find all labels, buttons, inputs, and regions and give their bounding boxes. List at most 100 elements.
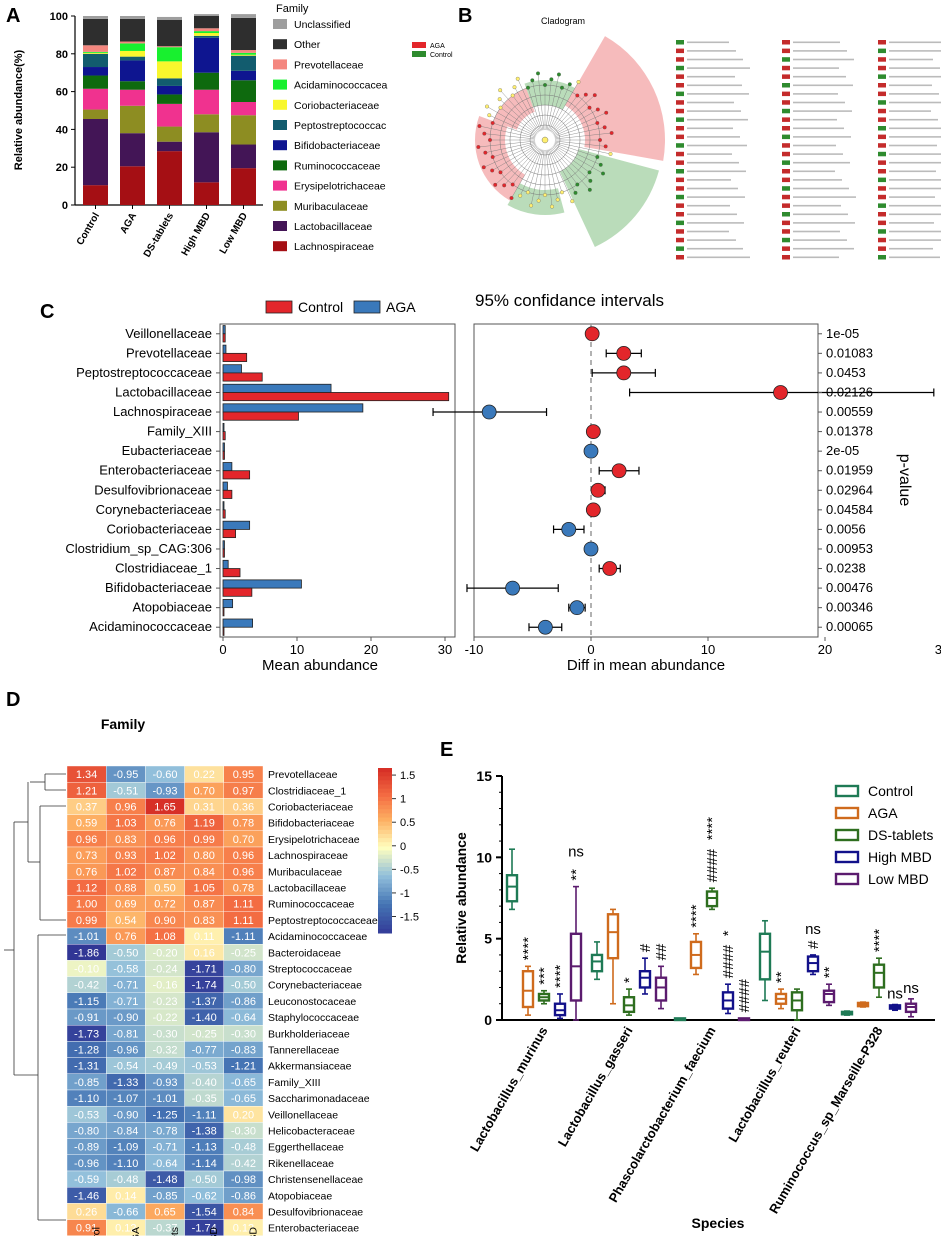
b-legend-swatch (412, 51, 426, 57)
c-right-x-tick-label: -10 (465, 642, 484, 657)
d-cell-value: -1.40 (192, 1012, 217, 1024)
e-x-axis-label: Species (692, 1215, 745, 1231)
a-bar-segment-lactobacillaceae (231, 144, 256, 169)
e-significance-label: * (720, 930, 737, 936)
d-cell-value: -1.33 (113, 1077, 138, 1089)
a-bar-segment-muribaculaceae (231, 115, 256, 145)
a-bar-segment-lachnospiraceae (231, 168, 256, 205)
b-tree-node (483, 150, 488, 155)
b-tree-node (485, 104, 489, 109)
d-cell-value: -0.50 (113, 947, 138, 959)
a-legend-swatch (273, 241, 287, 252)
b-taxon-key-line (687, 67, 750, 69)
a-bar-segment-coriobacteriaceae (120, 50, 145, 57)
d-cell-value: -0.30 (231, 1126, 256, 1138)
b-taxon-key-line (793, 93, 838, 95)
d-cell-value: -1.13 (192, 1142, 217, 1154)
d-colorbar-segment (378, 772, 392, 777)
d-cell-value: -0.10 (74, 964, 99, 976)
b-tree-branch (499, 99, 538, 134)
b-taxon-key-swatch (878, 100, 886, 105)
d-cell-value: -0.48 (231, 1142, 256, 1154)
a-bar-segment-other (194, 16, 219, 29)
d-cell-value: -0.42 (74, 980, 99, 992)
c-left-x-label: Mean abundance (262, 657, 378, 674)
d-cell-value: -0.93 (152, 785, 177, 797)
b-taxon-key-line (793, 136, 851, 138)
c-p-value-label: 0.00953 (826, 541, 873, 556)
c-category-label: Corynebacteriaceae (96, 502, 212, 517)
a-x-tick-label: DS-tablets (142, 211, 176, 260)
d-cell-value: -0.96 (113, 1045, 138, 1057)
d-colorbar-segment (378, 842, 392, 847)
b-tree-node (481, 165, 486, 170)
b-tree-node (560, 85, 564, 90)
c-bar-aga (222, 559, 229, 569)
a-bar-segment-coriobacteriaceae (157, 61, 182, 79)
a-bar-segment-bifidobacteriaceae (231, 70, 256, 81)
b-taxon-key-line (687, 93, 749, 95)
d-colorbar-segment (378, 854, 392, 860)
e-legend-swatch (834, 872, 860, 886)
d-cell-value: 1.00 (76, 899, 97, 911)
d-cell-value: -1.01 (152, 1093, 177, 1105)
d-row-label: Rikenellaceae (268, 1158, 334, 1170)
b-taxon-key-swatch (676, 48, 684, 54)
d-cell-value: -0.58 (113, 964, 138, 976)
b-taxon-key-line (793, 144, 836, 147)
d-cell-value: -0.53 (192, 1061, 217, 1073)
c-bar-aga (222, 383, 332, 393)
b-tree-branch (552, 95, 595, 134)
a-bar-segment-bifidobacteriaceae (194, 37, 219, 73)
d-colorbar-segment (378, 821, 392, 827)
b-taxon-key-swatch (878, 48, 886, 54)
b-taxon-key-line (889, 127, 941, 130)
d-cell-value: -0.40 (192, 1077, 217, 1089)
b-taxon-key-line (793, 247, 854, 250)
d-cell-value: -0.66 (113, 1207, 138, 1219)
d-cell-value: -1.74 (192, 1223, 217, 1235)
d-column-label: AGA (130, 1227, 142, 1236)
b-tree-branch (553, 144, 604, 174)
d-colorbar-segment (378, 924, 392, 930)
a-bar-segment-lactobacillaceae (157, 141, 182, 152)
d-cell-value: 1.08 (154, 931, 175, 943)
d-cell-value: 0.14 (115, 1190, 136, 1202)
e-significance-label: ns (887, 986, 903, 1003)
d-colorbar-segment (378, 809, 392, 814)
b-taxon-key-swatch (878, 177, 886, 183)
d-cell-value: -1.15 (74, 996, 99, 1008)
a-bar-segment-other (157, 19, 182, 47)
a-y-tick-label: 80 (56, 49, 68, 61)
d-cell-value: -1.71 (192, 964, 217, 976)
a-bar-segment-other (120, 18, 145, 42)
d-row-label: Tannerellaceae (268, 1045, 339, 1057)
c-bar-control (222, 411, 299, 421)
a-bar-segment-other (231, 17, 256, 51)
b-taxon-key-swatch (782, 151, 790, 157)
c-bar-control (222, 509, 226, 519)
d-cell-value: -1.10 (113, 1158, 138, 1170)
b-tree-node (515, 76, 520, 81)
panel-c-extended-error-bar: Control AGA 95% confidance intervals 0 10 20 3… (65, 291, 941, 674)
c-category-label: Bifidobacteriaceae (105, 580, 212, 595)
e-y-tick-label: 10 (476, 849, 492, 865)
b-tree-node (583, 92, 588, 97)
c-right-x-tick-label: 30 (935, 642, 941, 657)
a-legend-swatch (273, 79, 287, 90)
b-taxon-key-line (889, 84, 932, 87)
c-diff-point (616, 365, 632, 381)
b-taxon-key-swatch (782, 246, 790, 251)
d-cell-value: 0.83 (193, 915, 214, 927)
d-cell-value: 0.78 (233, 818, 254, 830)
e-legend-label: DS-tablets (868, 827, 933, 843)
c-bar-control (222, 587, 253, 597)
d-colorbar-segment (378, 813, 392, 818)
b-taxon-key-swatch (782, 194, 790, 200)
b-tree-node (608, 151, 613, 156)
d-cell-value: -0.85 (152, 1190, 177, 1202)
b-tree-node (490, 121, 495, 125)
a-bar-segment-prevotellaceae (194, 28, 219, 32)
d-cell-value: -0.49 (152, 1061, 177, 1073)
